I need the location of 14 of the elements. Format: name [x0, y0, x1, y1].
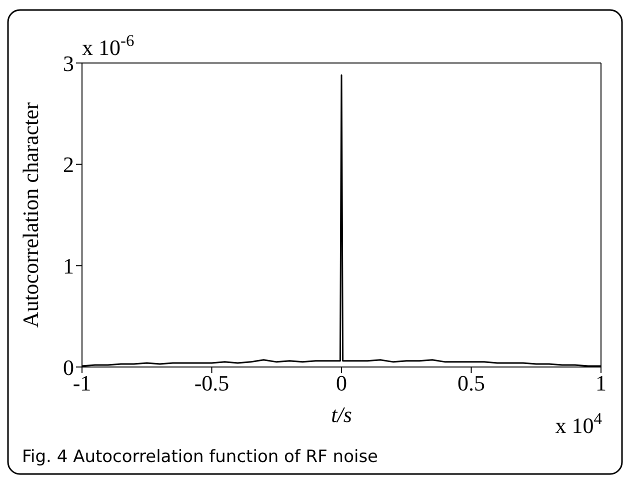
caption: Fig. 4 Autocorrelation function of RF noise	[22, 447, 378, 467]
x-tick-label: 1	[596, 370, 606, 396]
y-tick-label: 3	[63, 50, 74, 76]
y-tick-label: 2	[63, 152, 74, 178]
text: x 10$^{4}$	[555, 408, 602, 438]
x-tick-label: -0.5	[194, 370, 230, 396]
text: x 10$^{-6}$	[82, 30, 134, 60]
x-axis-title: t/s	[331, 402, 352, 427]
y-tick-label: 1	[63, 253, 74, 278]
x-tick-label: 0	[336, 370, 347, 396]
y-tick-label: 0	[63, 354, 74, 380]
x-tick-label: -1	[72, 370, 92, 396]
y-axis-title: Autocorrelation character	[18, 102, 43, 328]
x-tick-label: 0.5	[458, 370, 485, 396]
